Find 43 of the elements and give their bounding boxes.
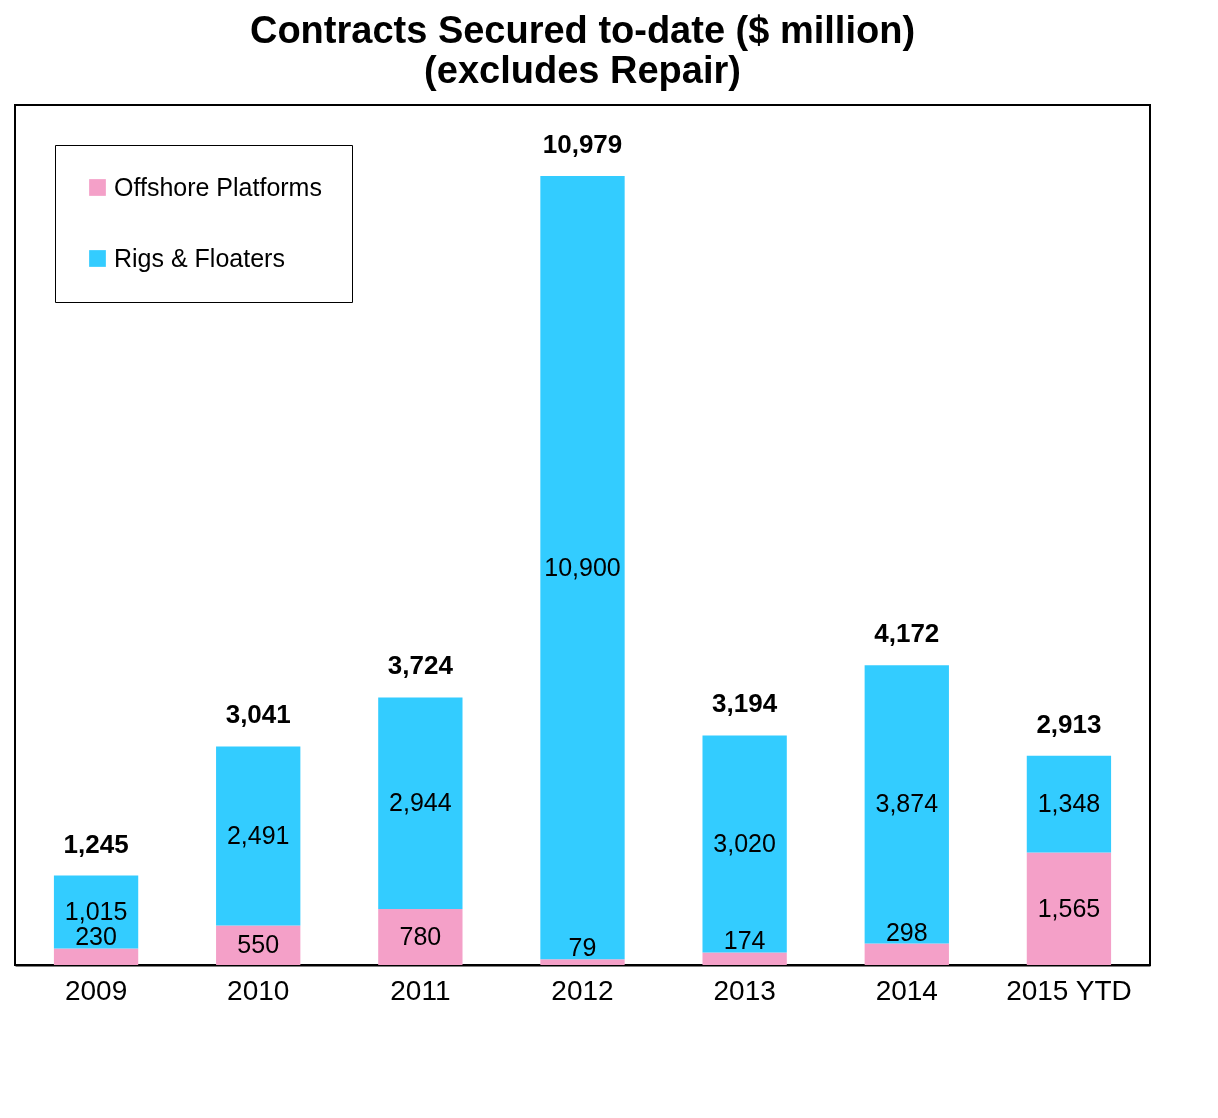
data-label: 1,015 [64,897,128,925]
total-label: 3,724 [387,650,454,681]
x-tick-label: 2009 [64,974,128,1006]
bar [540,959,625,965]
bar [864,943,949,965]
total-label: 2,913 [1036,708,1102,739]
bar [378,697,463,909]
data-label: 550 [237,930,280,959]
data-label: 298 [885,917,928,946]
data-label: 3,020 [713,828,776,857]
text: (excludes Repair) [424,49,741,91]
total-label: 1,245 [63,828,129,859]
bar [53,948,139,965]
data-label: 10,900 [544,552,621,581]
data-label: 3,874 [875,789,939,818]
bar [702,952,787,965]
data-label: 174 [723,926,766,955]
bar [702,735,787,953]
bar [864,665,949,944]
data-label: 79 [568,933,597,962]
data-label: 1,348 [1037,789,1101,818]
total-label: 4,172 [874,618,940,649]
legend-label: Rigs & Floaters [114,243,285,272]
legend-label: Offshore Platforms [114,172,322,201]
data-label: 2,491 [226,820,290,849]
bar [1026,755,1112,853]
data-label: 2,944 [389,788,452,817]
total-label: 3,041 [225,699,291,730]
x-tick-label: 2012 [551,974,614,1006]
text: Contracts Secured to-date ($ million) [249,9,916,51]
total-label: 3,194 [712,688,778,719]
data-label: 1,565 [1037,893,1101,922]
x-tick-label: 2011 [390,974,451,1006]
bar [1026,852,1112,965]
x-tick-label: 2014 [875,974,938,1006]
total-label: 10,979 [542,129,623,160]
bar [540,176,625,960]
bar [216,746,301,926]
x-tick-label: 2010 [227,974,290,1006]
bar [378,908,463,965]
x-tick-label: 2013 [713,974,776,1006]
data-label: 780 [399,921,442,950]
x-tick-label: 2015 YTD [1006,974,1132,1006]
